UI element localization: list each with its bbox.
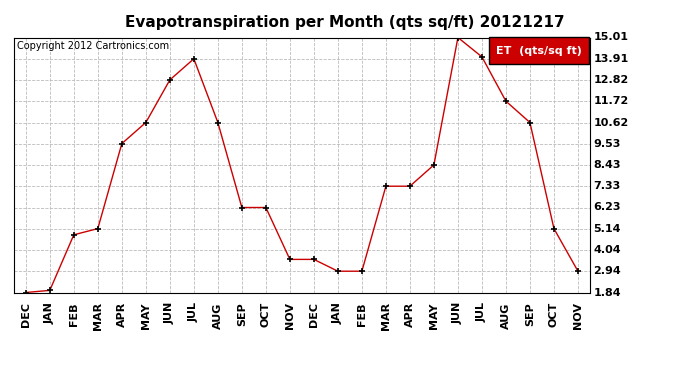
Text: 7.33: 7.33 — [593, 181, 620, 191]
Text: ET  (qts/sq ft): ET (qts/sq ft) — [496, 46, 582, 56]
Text: 11.72: 11.72 — [593, 96, 629, 106]
Text: 1.84: 1.84 — [593, 288, 621, 297]
Text: Evapotranspiration per Month (qts sq/ft) 20121217: Evapotranspiration per Month (qts sq/ft)… — [125, 15, 565, 30]
Text: Copyright 2012 Cartronics.com: Copyright 2012 Cartronics.com — [17, 41, 169, 51]
Text: 10.62: 10.62 — [593, 117, 629, 128]
Text: 13.91: 13.91 — [593, 54, 629, 64]
Text: 12.82: 12.82 — [593, 75, 629, 85]
Text: 8.43: 8.43 — [593, 160, 621, 170]
Text: 9.53: 9.53 — [593, 139, 621, 148]
Text: 2.94: 2.94 — [593, 266, 621, 276]
Text: 5.14: 5.14 — [593, 224, 621, 234]
Text: 6.23: 6.23 — [593, 202, 621, 213]
Text: 4.04: 4.04 — [593, 245, 621, 255]
Text: 15.01: 15.01 — [593, 33, 629, 42]
